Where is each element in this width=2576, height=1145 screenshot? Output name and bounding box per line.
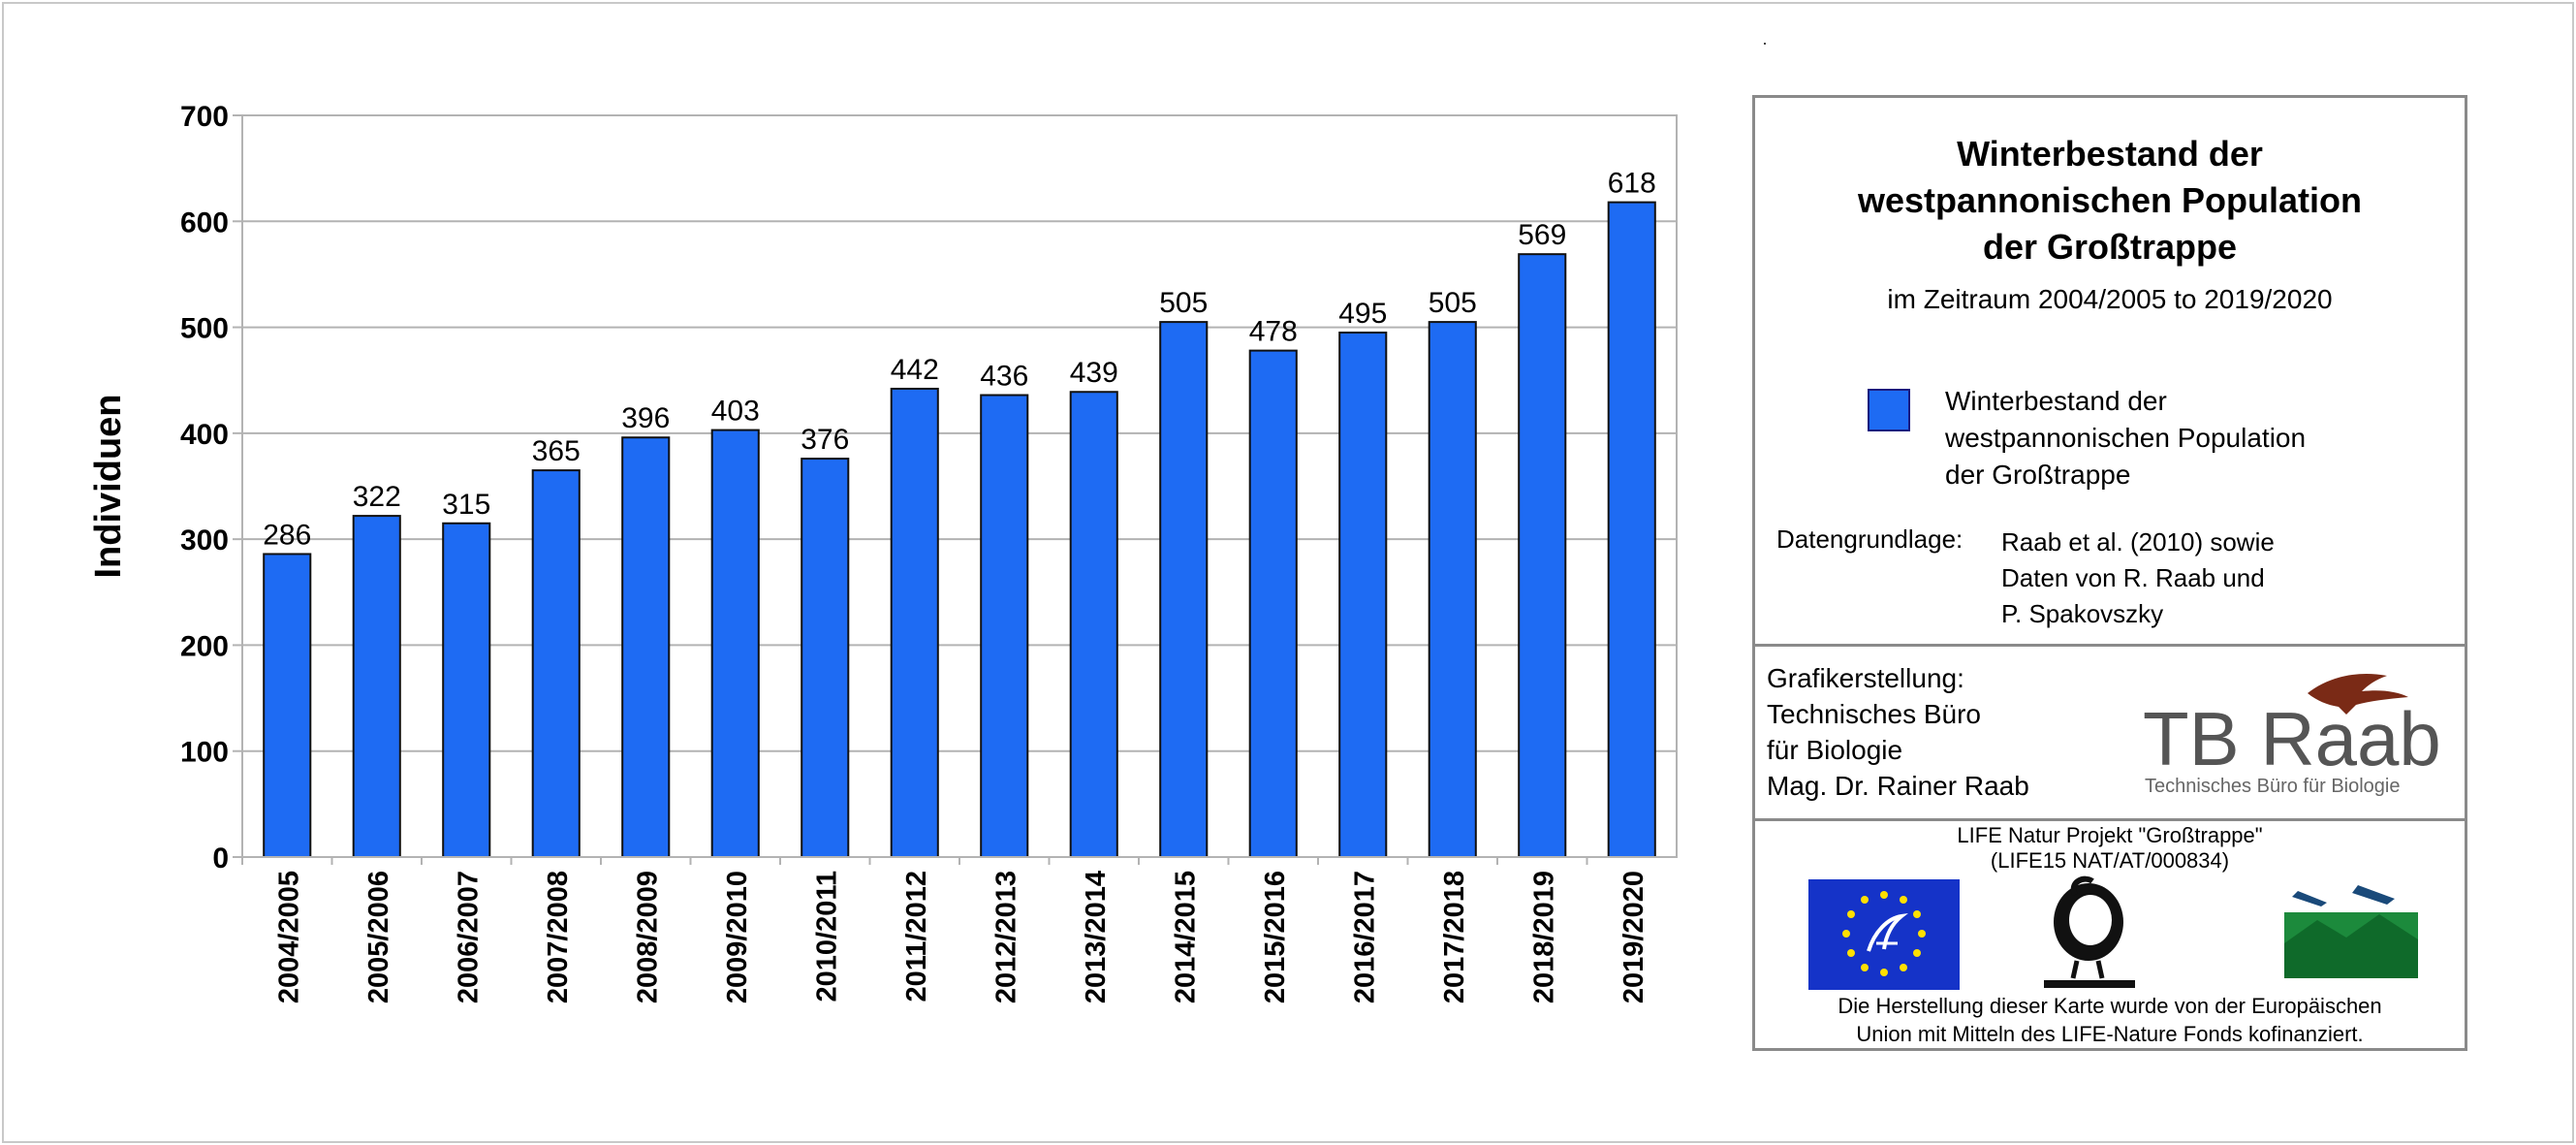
- x-tick-label: 2013/2014: [1081, 871, 1112, 1003]
- x-tick-label: 2018/2019: [1528, 871, 1559, 1003]
- x-tick-label: 2007/2008: [543, 871, 574, 1003]
- bar: [621, 436, 671, 858]
- bar-value-label: 286: [263, 519, 311, 551]
- x-tick-label: 2004/2005: [273, 871, 304, 1003]
- bar: [1518, 253, 1567, 858]
- bar-value-label: 396: [621, 402, 670, 434]
- chart-title-line-3: der Großtrappe: [1982, 227, 2238, 267]
- y-tick-label: 0: [212, 843, 229, 875]
- tb-raab-logo: TB Raab Technisches Büro für Biologie: [2143, 674, 2441, 797]
- bar-value-label: 478: [1249, 316, 1298, 348]
- x-tick-label: 2006/2007: [453, 871, 484, 1003]
- bar-value-label: 569: [1518, 219, 1566, 251]
- credit-line-2: Technisches Büro: [1767, 699, 1982, 729]
- bar: [1069, 391, 1118, 858]
- tb-raab-logo-text: TB Raab: [2143, 696, 2441, 781]
- bar: [890, 387, 939, 858]
- credit-line-4: Mag. Dr. Rainer Raab: [1767, 771, 2029, 801]
- y-tick-label: 400: [180, 419, 229, 451]
- x-tick-label: 2005/2006: [363, 871, 394, 1003]
- x-tick-label: 2017/2018: [1439, 871, 1470, 1003]
- legend-label-line-3: der Großtrappe: [1945, 460, 2131, 490]
- source-line-2: Daten von R. Raab und: [2001, 563, 2265, 592]
- life-great-bustard-logo: [2044, 875, 2135, 988]
- bar-value-label: 315: [442, 489, 490, 521]
- life-panel: LIFE Natur Projekt "Großtrappe" (LIFE15 …: [1752, 818, 2467, 1051]
- bar: [442, 522, 491, 858]
- bar: [980, 394, 1029, 858]
- bar-value-label: 505: [1429, 287, 1477, 319]
- bar: [1607, 201, 1656, 859]
- y-tick-label: 600: [180, 207, 229, 239]
- legend-swatch: [1868, 389, 1910, 431]
- bar: [1428, 321, 1477, 859]
- legend-label-line-1: Winterbestand der: [1945, 386, 2167, 416]
- bar: [710, 429, 760, 858]
- bar-value-label: 322: [353, 481, 401, 513]
- bar-value-label: 365: [532, 435, 581, 467]
- eu-stars-icon: [1842, 891, 1926, 976]
- x-tick-label: 2019/2020: [1618, 871, 1649, 1003]
- source-label: Datengrundlage:: [1776, 525, 1963, 554]
- credit-text: Grafikerstellung: Technisches Büro für B…: [1767, 660, 2116, 804]
- x-tick-label: 2011/2012: [901, 871, 932, 1002]
- bar: [1248, 349, 1298, 859]
- x-tick-label: 2016/2017: [1349, 871, 1380, 1003]
- y-tick-label: 200: [180, 630, 229, 662]
- life-code-line: (LIFE15 NAT/AT/000834): [1990, 848, 2230, 873]
- y-tick-label: 100: [180, 737, 229, 769]
- bar: [352, 515, 401, 858]
- eu-life-logo: [1808, 879, 1960, 990]
- natura-2000-logo: [2278, 875, 2424, 992]
- bar-value-label: 495: [1338, 298, 1387, 330]
- x-tick-label: 2012/2013: [990, 871, 1021, 1003]
- bar: [1338, 332, 1388, 858]
- y-tick-label: 500: [180, 313, 229, 345]
- y-tick-label: 700: [180, 101, 229, 133]
- tb-raab-logo-subtext: Technisches Büro für Biologie: [2145, 776, 2400, 797]
- life-project-line: LIFE Natur Projekt "Großtrappe": [1957, 823, 2263, 847]
- source-text: Raab et al. (2010) sowie Daten von R. Ra…: [2001, 525, 2447, 632]
- x-tick-label: 2015/2016: [1260, 871, 1291, 1003]
- credit-panel: Grafikerstellung: Technisches Büro für B…: [1752, 644, 2467, 820]
- bar-value-label: 439: [1070, 357, 1118, 389]
- chart-subtitle: im Zeitraum 2004/2005 to 2019/2020: [1887, 284, 2333, 314]
- x-tick-label: 2014/2015: [1170, 871, 1201, 1003]
- bar-value-label: 505: [1159, 287, 1208, 319]
- funding-line-2: Union mit Mitteln des LIFE-Nature Fonds …: [1856, 1022, 2364, 1046]
- bar: [531, 469, 581, 858]
- bar-value-label: 376: [801, 424, 849, 456]
- x-tick-label: 2008/2009: [632, 871, 663, 1003]
- bar-value-label: 403: [711, 396, 760, 428]
- bar-value-label: 618: [1608, 168, 1656, 200]
- legend-label-line-2: westpannonischen Population: [1945, 423, 2307, 453]
- x-tick-label: 2009/2010: [722, 871, 753, 1003]
- legend-panel: Winterbestand der westpannonischen Popul…: [1752, 95, 2467, 646]
- y-axis-label: Individuen: [88, 395, 129, 579]
- bar: [801, 458, 850, 858]
- source-line-1: Raab et al. (2010) sowie: [2001, 527, 2275, 557]
- x-tick-label: 2010/2011: [811, 871, 842, 1002]
- funding-text: Die Herstellung dieser Karte wurde von d…: [1755, 992, 2465, 1048]
- bar: [263, 553, 312, 858]
- source-line-3: P. Spakovszky: [2001, 599, 2164, 628]
- funding-line-1: Die Herstellung dieser Karte wurde von d…: [1838, 994, 2382, 1018]
- stray-dot: [1764, 43, 1766, 45]
- bar: [1159, 321, 1209, 859]
- credit-line-3: für Biologie: [1767, 735, 1903, 765]
- y-tick-label: 300: [180, 525, 229, 557]
- chart-title-line-2: westpannonischen Population: [1857, 180, 2363, 220]
- bar-value-label: 436: [980, 361, 1028, 393]
- legend-label: Winterbestand der westpannonischen Popul…: [1945, 383, 2430, 493]
- bar-value-label: 442: [891, 354, 939, 386]
- credit-line-1: Grafikerstellung:: [1767, 663, 1964, 693]
- chart-title-line-1: Winterbestand der: [1957, 134, 2263, 174]
